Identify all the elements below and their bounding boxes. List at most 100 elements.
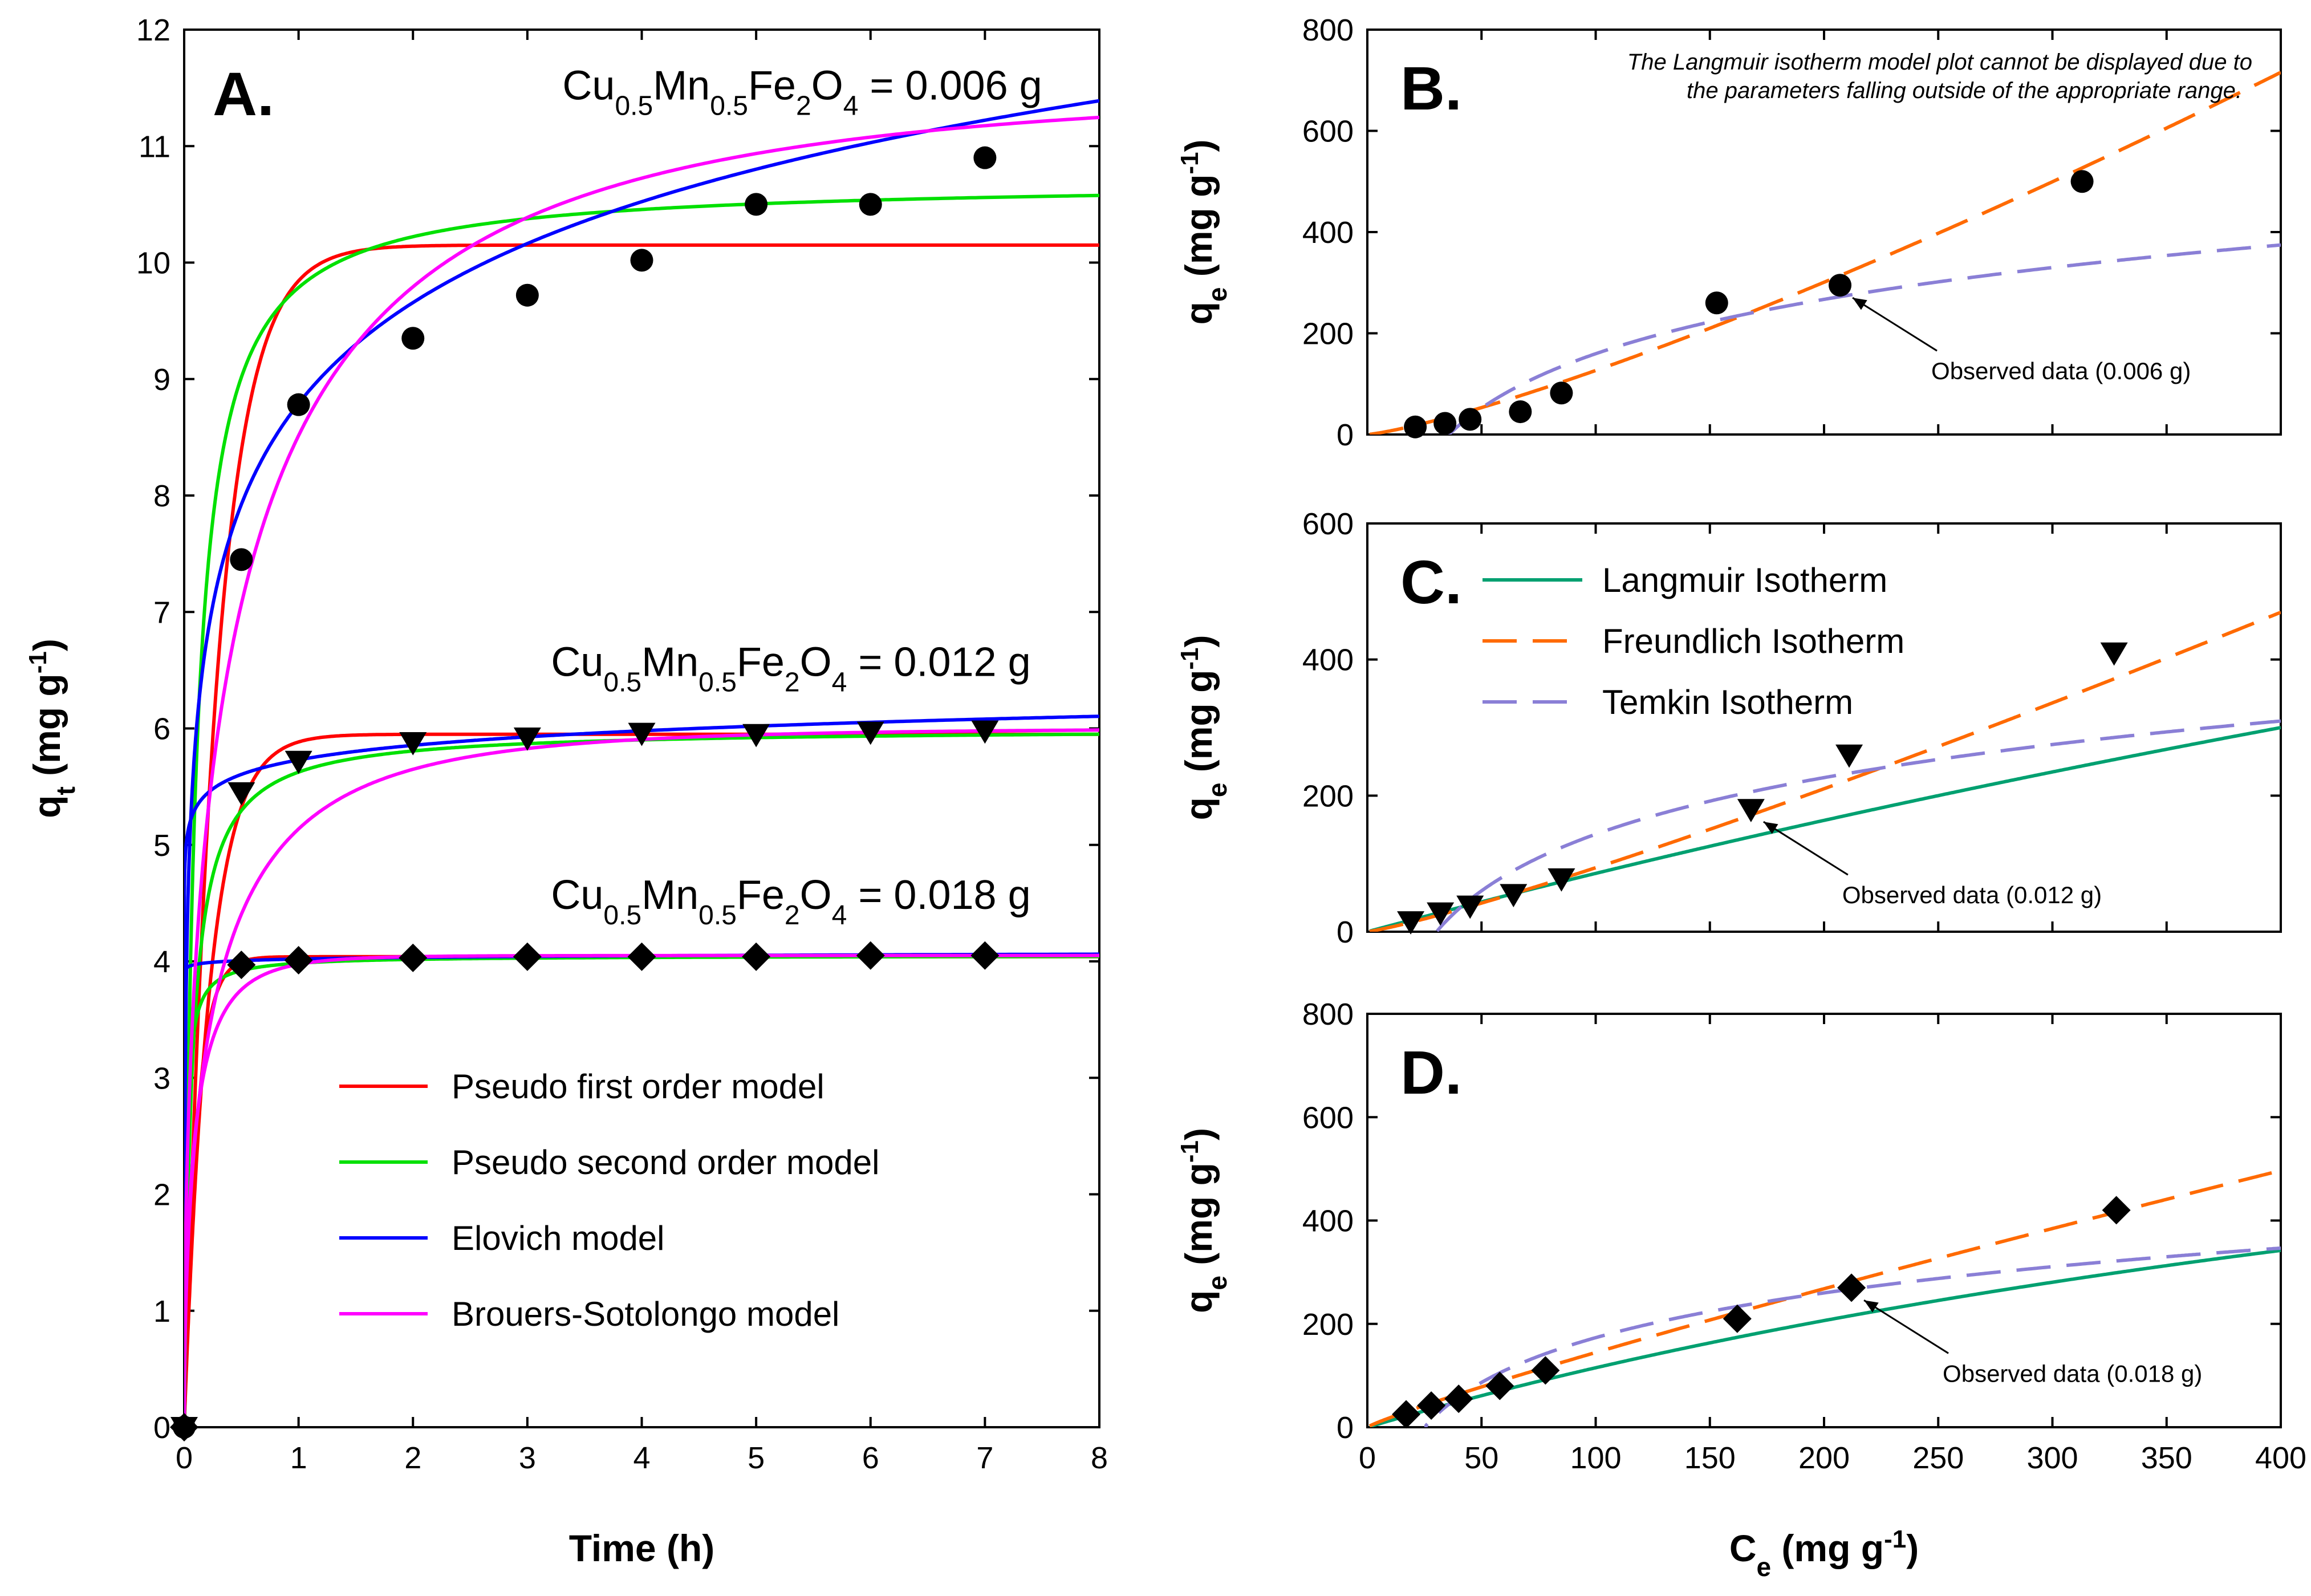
elovich-curve [184,99,1099,1427]
data-point-diamond [170,1413,198,1441]
callout-arrow-head [1763,822,1778,834]
pso-curve [184,732,1099,1427]
freundlich-curve [1368,1168,2281,1427]
data-point-triangle [971,720,999,744]
y-tick-label: 0 [1337,418,1354,452]
pso-curve [184,955,1099,1427]
langmuir-curve [1369,1249,2281,1427]
data-point-circle [1404,415,1427,438]
langmuir-note: the parameters falling outside of the ap… [1687,78,2242,103]
callout-arrow-line [1852,297,1938,352]
y-tick-label: 9 [153,363,170,397]
callout-label: Observed data (0.018 g) [1943,1360,2202,1387]
x-axis-title: Ce (mg g-1) [1729,1525,1919,1582]
x-tick-label: 0 [1359,1441,1376,1475]
freundlich-curve [1369,71,2281,434]
langmuir-note: The Langmuir isotherm model plot cannot … [1627,50,2252,75]
y-tick-label: 0 [153,1411,170,1445]
x-tick-label: 50 [1464,1441,1498,1475]
data-point-circle [973,146,997,169]
y-tick-label: 600 [1302,507,1354,541]
data-point-circle [1705,291,1728,315]
temkin-curve [1435,719,2281,932]
callout-label: Observed data (0.012 g) [1842,882,2102,908]
x-tick-label: 5 [748,1441,765,1475]
legend-label: Freundlich Isotherm [1602,622,1904,660]
data-point-triangle [1397,911,1425,935]
data-point-triangle [856,721,884,745]
panel-d: 0 200 400 600 800 0 50 100 150 200 250 300 350 400 D. q… [1176,997,2307,1582]
y-tick-label: 2 [153,1178,170,1212]
model-curves [1369,71,2281,434]
x-tick-label: 4 [633,1441,650,1475]
data-point-diamond [513,942,542,971]
callout-arrow-head [1864,1300,1879,1313]
data-point-triangle [1737,799,1765,822]
data-point-circle [745,193,768,216]
x-tick-label: 2 [404,1441,421,1475]
y-axis-title: qe (mg g-1) [1176,635,1233,821]
dose-annotation: Cu0.5Mn0.5Fe2O4 = 0.012 g [551,640,1030,698]
data-point-circle [1433,412,1457,435]
legend-label: Pseudo first order model [452,1067,825,1106]
panel-label: D. [1400,1038,1462,1107]
data-point-diamond [627,942,656,971]
x-tick-label: 6 [862,1441,879,1475]
y-tick-label: 11 [139,129,170,164]
data-point-triangle [1548,868,1575,892]
temkin-curve [1448,243,2281,434]
y-tick-label: 1 [153,1294,170,1329]
data-point-triangle [285,750,312,774]
data-point-diamond [2102,1196,2131,1225]
y-tick-label: 8 [153,479,170,513]
panel-b: 0 200 400 600 800 B. qe (mg g-1) The Langmuir i… [1176,13,2282,452]
data-point-diamond [1723,1304,1752,1333]
data-point-triangle [1500,884,1528,908]
x-tick-label: 200 [1798,1441,1850,1475]
data-point-circle [859,193,882,216]
data-point-diamond [742,942,771,971]
pso-curve [184,193,1099,1427]
y-axis-title: qt (mg g-1) [24,639,81,818]
x-axis-title: Time (h) [569,1527,714,1569]
model-curves [1368,1168,2281,1427]
y-tick-label: 7 [153,595,170,630]
data-point-diamond [227,951,256,980]
legend: Pseudo first order model Pseudo second or… [339,1067,879,1333]
x-tick-label: 100 [1570,1441,1621,1475]
y-tick-label: 600 [1302,1100,1354,1135]
data-point-diamond [1444,1384,1473,1414]
y-tick-label: 400 [1302,216,1354,250]
data-point-triangle [513,727,541,751]
data-point-circle [1459,408,1482,431]
x-tick-label: 8 [1091,1441,1108,1475]
bs-curve [184,953,1099,1427]
y-tick-label: 0 [1337,915,1354,949]
x-tick-label: 300 [2026,1441,2078,1475]
data-point-circle [1550,381,1573,405]
y-tick-label: 400 [1302,1204,1354,1238]
data-point-diamond [1531,1356,1560,1385]
data-point-circle [2070,170,2094,193]
elovich-curve [184,952,1099,1427]
y-tick-label: 600 [1302,115,1354,149]
data-point-circle [515,283,539,307]
y-tick-label: 6 [153,712,170,746]
legend-label: Elovich model [452,1219,665,1257]
data-point-circle [1829,274,1852,297]
langmuir-curve [1369,726,2281,932]
y-tick-label: 4 [153,945,170,979]
y-axis-title: qe (mg g-1) [1176,140,1233,325]
legend-label: Langmuir Isotherm [1602,561,1887,599]
x-tick-label: 150 [1684,1441,1736,1475]
dose-annotation: Cu0.5Mn0.5Fe2O4 = 0.018 g [551,872,1030,931]
y-tick-label: 200 [1302,317,1354,351]
legend-label: Brouers-Sotolongo model [452,1295,839,1333]
data-point-triangle [742,724,770,748]
data-point-triangle [228,782,255,806]
data-point-diamond [1837,1273,1866,1302]
x-tick-label: 1 [290,1441,307,1475]
data-point-triangle [628,722,656,746]
